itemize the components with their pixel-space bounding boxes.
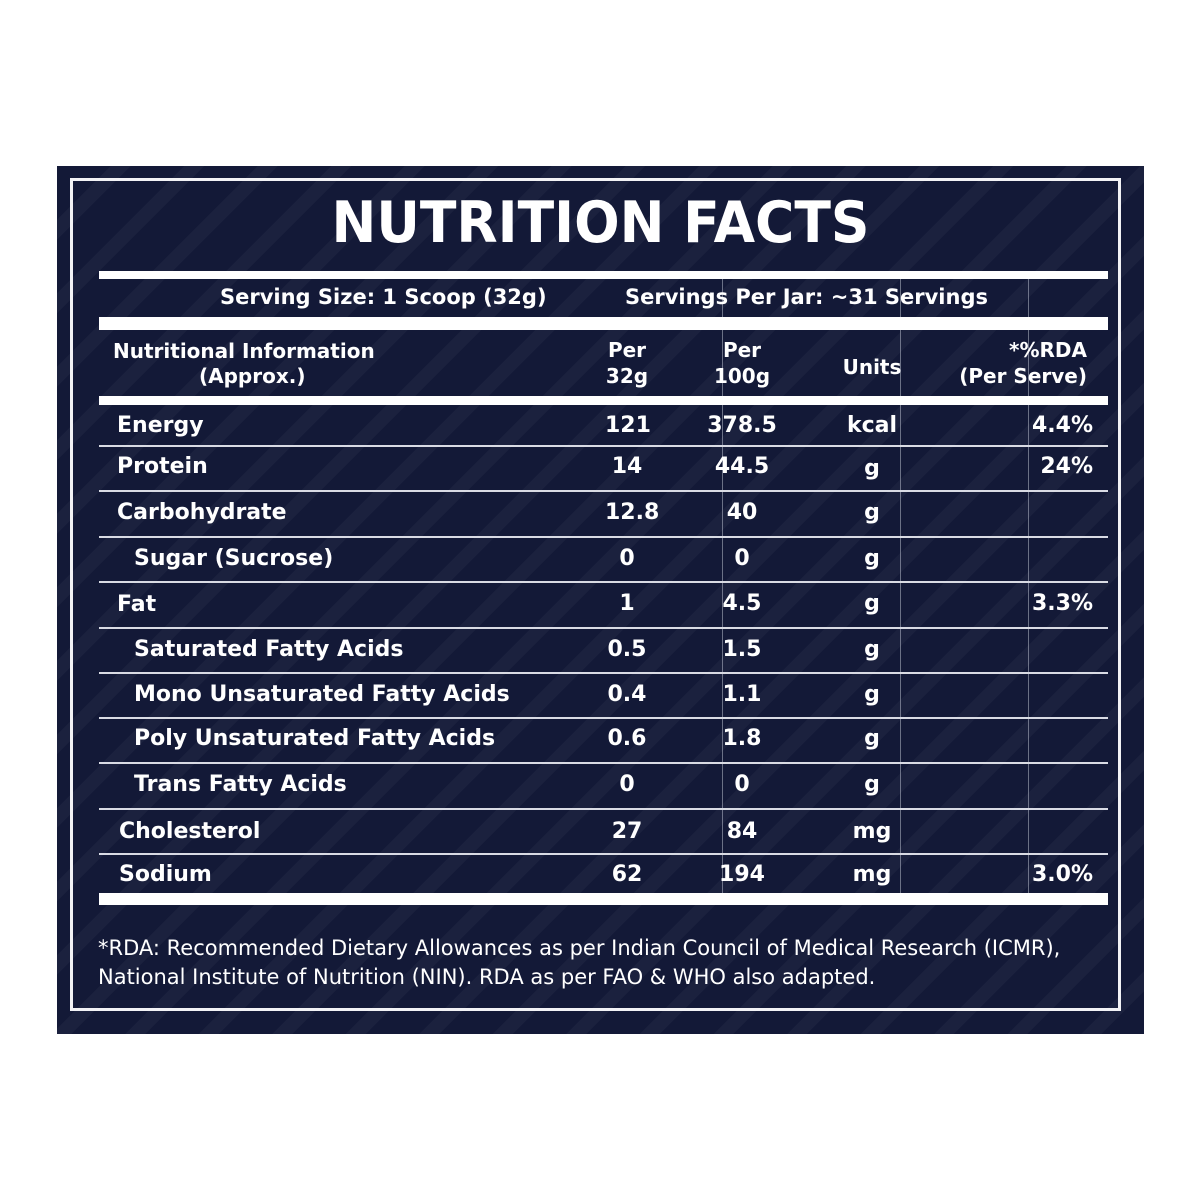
rule-bar-bottom <box>99 893 1108 905</box>
panel-border <box>70 178 1121 1011</box>
row-label: Mono Unsaturated Fatty Acids <box>134 682 510 707</box>
rda-footnote: *RDA: Recommended Dietary Allowances as … <box>98 934 1118 992</box>
row-per32: 0.6 <box>607 726 647 751</box>
row-per100: 378.5 <box>707 413 777 438</box>
row-unit: g <box>864 546 880 571</box>
row-per32: 0.4 <box>607 682 647 707</box>
row-unit: g <box>864 456 880 481</box>
nutrition-facts-panel: NUTRITION FACTS Serving Size: 1 Scoop (3… <box>57 166 1144 1034</box>
row-per32: 0.5 <box>607 637 647 662</box>
row-label: Trans Fatty Acids <box>134 772 347 797</box>
row-per100: 1.1 <box>722 682 762 707</box>
row-divider <box>99 808 1108 810</box>
serving-size: Serving Size: 1 Scoop (32g) <box>220 285 547 309</box>
servings-per-jar: Servings Per Jar: ~31 Servings <box>625 285 988 309</box>
column-divider <box>722 271 723 905</box>
row-per32: 0 <box>619 772 635 797</box>
row-unit: mg <box>852 819 892 844</box>
row-divider <box>99 717 1108 719</box>
row-divider <box>99 627 1108 629</box>
row-per100: 84 <box>726 819 758 844</box>
row-per32: 1 <box>619 591 635 616</box>
row-label: Sugar (Sucrose) <box>134 546 334 571</box>
header-rda-line1: *%RDA <box>1009 338 1087 362</box>
rule-bar-top <box>99 271 1108 279</box>
row-unit: g <box>864 682 880 707</box>
row-per100: 194 <box>719 862 765 887</box>
row-label: Saturated Fatty Acids <box>134 637 404 662</box>
header-per32-line2: 32g <box>605 364 649 388</box>
rule-bar-serving <box>99 317 1108 330</box>
row-label: Carbohydrate <box>117 500 287 525</box>
row-unit: g <box>864 637 880 662</box>
row-per32: 14 <box>611 454 643 479</box>
header-per100-line2: 100g <box>713 364 771 388</box>
row-divider <box>99 672 1108 674</box>
row-per100: 1.8 <box>722 726 762 751</box>
row-rda: 4.4% <box>1031 413 1093 438</box>
row-divider <box>99 762 1108 764</box>
row-label: Cholesterol <box>119 819 261 844</box>
row-per32: 12.8 <box>605 500 660 525</box>
column-divider <box>900 271 901 905</box>
row-divider <box>99 445 1108 447</box>
row-unit: g <box>864 591 880 616</box>
row-per100: 44.5 <box>714 454 770 479</box>
row-per100: 40 <box>726 500 758 525</box>
footnote-line-2: National Institute of Nutrition (NIN). R… <box>98 965 876 989</box>
row-divider <box>99 581 1108 583</box>
row-per32: 27 <box>611 819 643 844</box>
row-divider <box>99 853 1108 855</box>
header-approx: (Approx.) <box>199 364 306 388</box>
row-rda: 24% <box>1040 454 1093 479</box>
row-per100: 1.5 <box>722 637 762 662</box>
row-per100: 0 <box>734 772 750 797</box>
header-rda-line2: (Per Serve) <box>959 364 1087 388</box>
row-rda: 3.0% <box>1031 862 1093 887</box>
row-label: Energy <box>117 413 204 438</box>
row-rda: 3.3% <box>1031 591 1093 616</box>
row-divider <box>99 536 1108 538</box>
row-per100: 0 <box>734 546 750 571</box>
footnote-line-1: *RDA: Recommended Dietary Allowances as … <box>98 936 1061 960</box>
header-nutritional-info: Nutritional Information <box>113 339 375 363</box>
row-per32: 0 <box>619 546 635 571</box>
column-divider <box>1028 271 1029 905</box>
row-per100: 4.5 <box>722 591 762 616</box>
row-per32: 62 <box>611 862 643 887</box>
row-label: Poly Unsaturated Fatty Acids <box>134 726 496 751</box>
row-unit: g <box>864 500 880 525</box>
rule-bar-header <box>99 396 1108 405</box>
header-per32-line1: Per <box>607 338 647 362</box>
row-label: Protein <box>117 454 208 479</box>
row-unit: kcal <box>846 413 898 438</box>
row-per32: 121 <box>605 413 651 438</box>
header-units: Units <box>842 355 902 379</box>
row-label: Sodium <box>119 862 212 887</box>
row-divider <box>99 490 1108 492</box>
row-unit: g <box>864 772 880 797</box>
header-per100-line1: Per <box>722 338 762 362</box>
row-unit: g <box>864 726 880 751</box>
row-unit: mg <box>852 862 892 887</box>
panel-title: NUTRITION FACTS <box>331 190 870 256</box>
row-label: Fat <box>117 592 157 617</box>
